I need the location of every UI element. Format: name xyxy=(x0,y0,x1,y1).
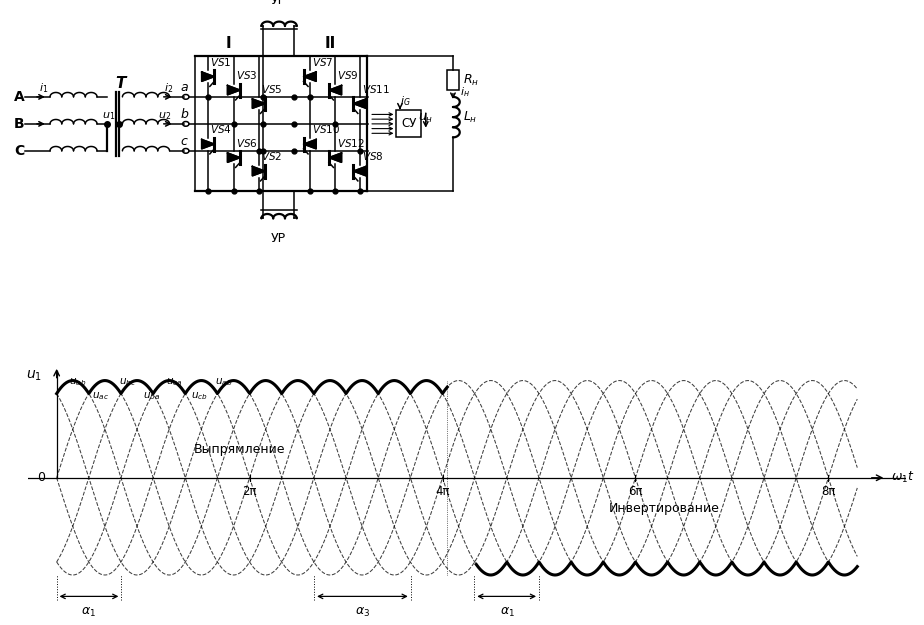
Polygon shape xyxy=(227,86,240,95)
Text: b: b xyxy=(180,107,188,121)
Polygon shape xyxy=(201,139,214,149)
Text: $\mathit{VS}$2: $\mathit{VS}$2 xyxy=(261,151,282,162)
Text: УР: УР xyxy=(271,0,286,8)
Text: 8π: 8π xyxy=(821,484,835,498)
Bar xyxy=(396,111,421,138)
Text: $L_н$: $L_н$ xyxy=(463,109,478,124)
Text: 6π: 6π xyxy=(628,484,643,498)
Text: $\mathit{VS}$4: $\mathit{VS}$4 xyxy=(211,123,232,136)
Text: $\mathit{VS}$12: $\mathit{VS}$12 xyxy=(337,137,365,149)
Text: СУ: СУ xyxy=(401,118,417,131)
Text: $\omega_1 t$: $\omega_1 t$ xyxy=(891,470,915,486)
Polygon shape xyxy=(353,99,366,108)
Text: 0: 0 xyxy=(37,471,45,484)
Text: $\mathit{VS}$10: $\mathit{VS}$10 xyxy=(312,123,340,136)
Text: $u_{ca}$: $u_{ca}$ xyxy=(166,376,183,388)
Text: c: c xyxy=(180,135,188,148)
Text: $i_2$: $i_2$ xyxy=(164,81,174,94)
Text: $\mathit{VS}$9: $\mathit{VS}$9 xyxy=(337,69,359,81)
Text: $\mathit{VS}$3: $\mathit{VS}$3 xyxy=(236,69,258,81)
Text: $u_2$: $u_2$ xyxy=(158,110,171,122)
Text: Выпрямление: Выпрямление xyxy=(194,444,286,456)
Text: $u_{bc}$: $u_{bc}$ xyxy=(118,376,136,388)
Polygon shape xyxy=(329,153,342,162)
Polygon shape xyxy=(227,153,240,162)
Text: $\alpha_1$: $\alpha_1$ xyxy=(81,606,96,619)
Text: $\mathit{VS}$7: $\mathit{VS}$7 xyxy=(312,56,334,68)
Text: $u_{ac}$: $u_{ac}$ xyxy=(91,390,108,402)
Polygon shape xyxy=(304,72,316,81)
Text: II: II xyxy=(325,36,336,51)
Text: Инвертирование: Инвертирование xyxy=(609,502,720,515)
Text: $u_1$: $u_1$ xyxy=(102,110,116,122)
Text: $\alpha_3$: $\alpha_3$ xyxy=(355,606,370,619)
Text: $u_1$: $u_1$ xyxy=(26,369,43,383)
Text: C: C xyxy=(14,144,24,158)
Text: $i_н$: $i_н$ xyxy=(460,85,469,99)
Text: $u_н$: $u_н$ xyxy=(419,111,433,124)
Text: 2π: 2π xyxy=(242,484,257,498)
Text: $i_1$: $i_1$ xyxy=(39,81,48,94)
Text: T: T xyxy=(115,76,126,91)
Polygon shape xyxy=(201,72,214,81)
Bar xyxy=(447,70,458,90)
Text: A: A xyxy=(14,90,25,104)
Text: $\alpha_1$: $\alpha_1$ xyxy=(500,606,515,619)
Text: a: a xyxy=(180,81,188,94)
Text: $\mathit{VS}$6: $\mathit{VS}$6 xyxy=(236,137,258,149)
Polygon shape xyxy=(329,86,342,95)
Polygon shape xyxy=(353,166,366,176)
Text: B: B xyxy=(14,117,24,131)
Text: $i_G$: $i_G$ xyxy=(400,94,410,108)
Text: $u_{ba}$: $u_{ba}$ xyxy=(142,390,160,402)
Text: $\mathit{VS}$11: $\mathit{VS}$11 xyxy=(362,83,390,95)
Text: 4π: 4π xyxy=(435,484,450,498)
Polygon shape xyxy=(252,99,265,108)
Text: $R_н$: $R_н$ xyxy=(463,72,479,88)
Text: I: I xyxy=(226,36,232,51)
Text: $u_{ab}$: $u_{ab}$ xyxy=(69,376,87,388)
Text: УР: УР xyxy=(271,232,286,245)
Polygon shape xyxy=(252,166,265,176)
Text: $\mathit{VS}$1: $\mathit{VS}$1 xyxy=(211,56,232,68)
Polygon shape xyxy=(304,139,316,149)
Text: $\mathit{VS}$5: $\mathit{VS}$5 xyxy=(261,83,283,95)
Text: $\mathit{VS}$8: $\mathit{VS}$8 xyxy=(362,151,383,162)
Text: $u_{cb}$: $u_{cb}$ xyxy=(191,390,208,402)
Text: $u_{ab}$: $u_{ab}$ xyxy=(215,376,232,388)
